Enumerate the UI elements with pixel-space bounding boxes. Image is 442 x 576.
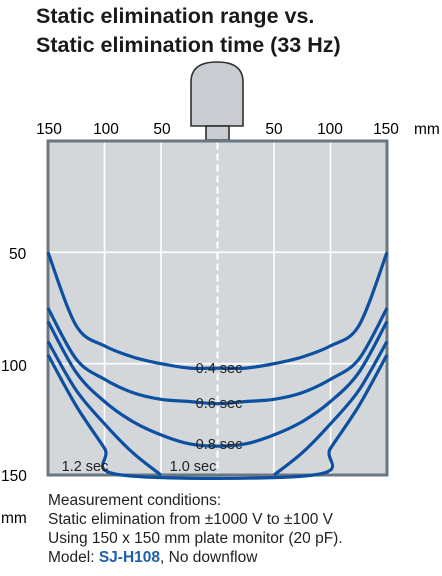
- label-1.2-sec: 1.2 sec: [62, 459, 109, 475]
- x-tick-label: 150: [36, 121, 62, 138]
- x-tick-label: 100: [317, 121, 343, 138]
- model-prefix: Model:: [48, 549, 99, 566]
- model-name: SJ-H108: [98, 549, 161, 566]
- model-suffix: , No downflow: [160, 549, 258, 566]
- curve-1.0-sec: [273, 340, 389, 477]
- grid-lines: [49, 142, 386, 474]
- chart-title: Static elimination range vs. Static elim…: [36, 2, 341, 60]
- curve-0.4-sec: [46, 251, 389, 371]
- curve-0.8-sec: [46, 320, 389, 448]
- x-tick-label: 100: [93, 121, 119, 138]
- label-1.0-sec: 1.0 sec: [170, 459, 217, 475]
- label-0.6-sec: 0.6 sec: [196, 396, 243, 412]
- y-unit-label: mm: [1, 510, 27, 527]
- curve-0.6-sec: [46, 307, 389, 406]
- y-tick-label: 100: [1, 358, 27, 375]
- y-tick-label: 50: [9, 246, 27, 263]
- label-0.4-sec: 0.4 sec: [196, 361, 243, 377]
- curve-1.2-sec: [46, 354, 389, 480]
- measurement-conditions: Measurement conditions: Static eliminati…: [48, 491, 343, 567]
- x-tick-label: 50: [153, 121, 171, 138]
- y-tick-label: 150: [1, 468, 27, 485]
- x-tick-label: 50: [265, 121, 283, 138]
- conditions-line-1: Static elimination from ±1000 V to ±100 …: [48, 511, 333, 528]
- conditions-heading: Measurement conditions:: [48, 492, 222, 509]
- ionizer-head-icon: [190, 61, 244, 141]
- curve-1.0-sec: [46, 340, 162, 477]
- curves: [46, 251, 389, 480]
- title-line-2: Static elimination time (33 Hz): [36, 33, 341, 57]
- x-unit-label: mm: [414, 121, 440, 138]
- title-line-1: Static elimination range vs.: [36, 4, 315, 28]
- conditions-model-line: Model: SJ-H108, No downflow: [48, 548, 343, 567]
- label-0.8-sec: 0.8 sec: [196, 437, 243, 453]
- x-tick-label: 150: [373, 121, 399, 138]
- conditions-line-2: Using 150 x 150 mm plate monitor (20 pF)…: [48, 530, 343, 547]
